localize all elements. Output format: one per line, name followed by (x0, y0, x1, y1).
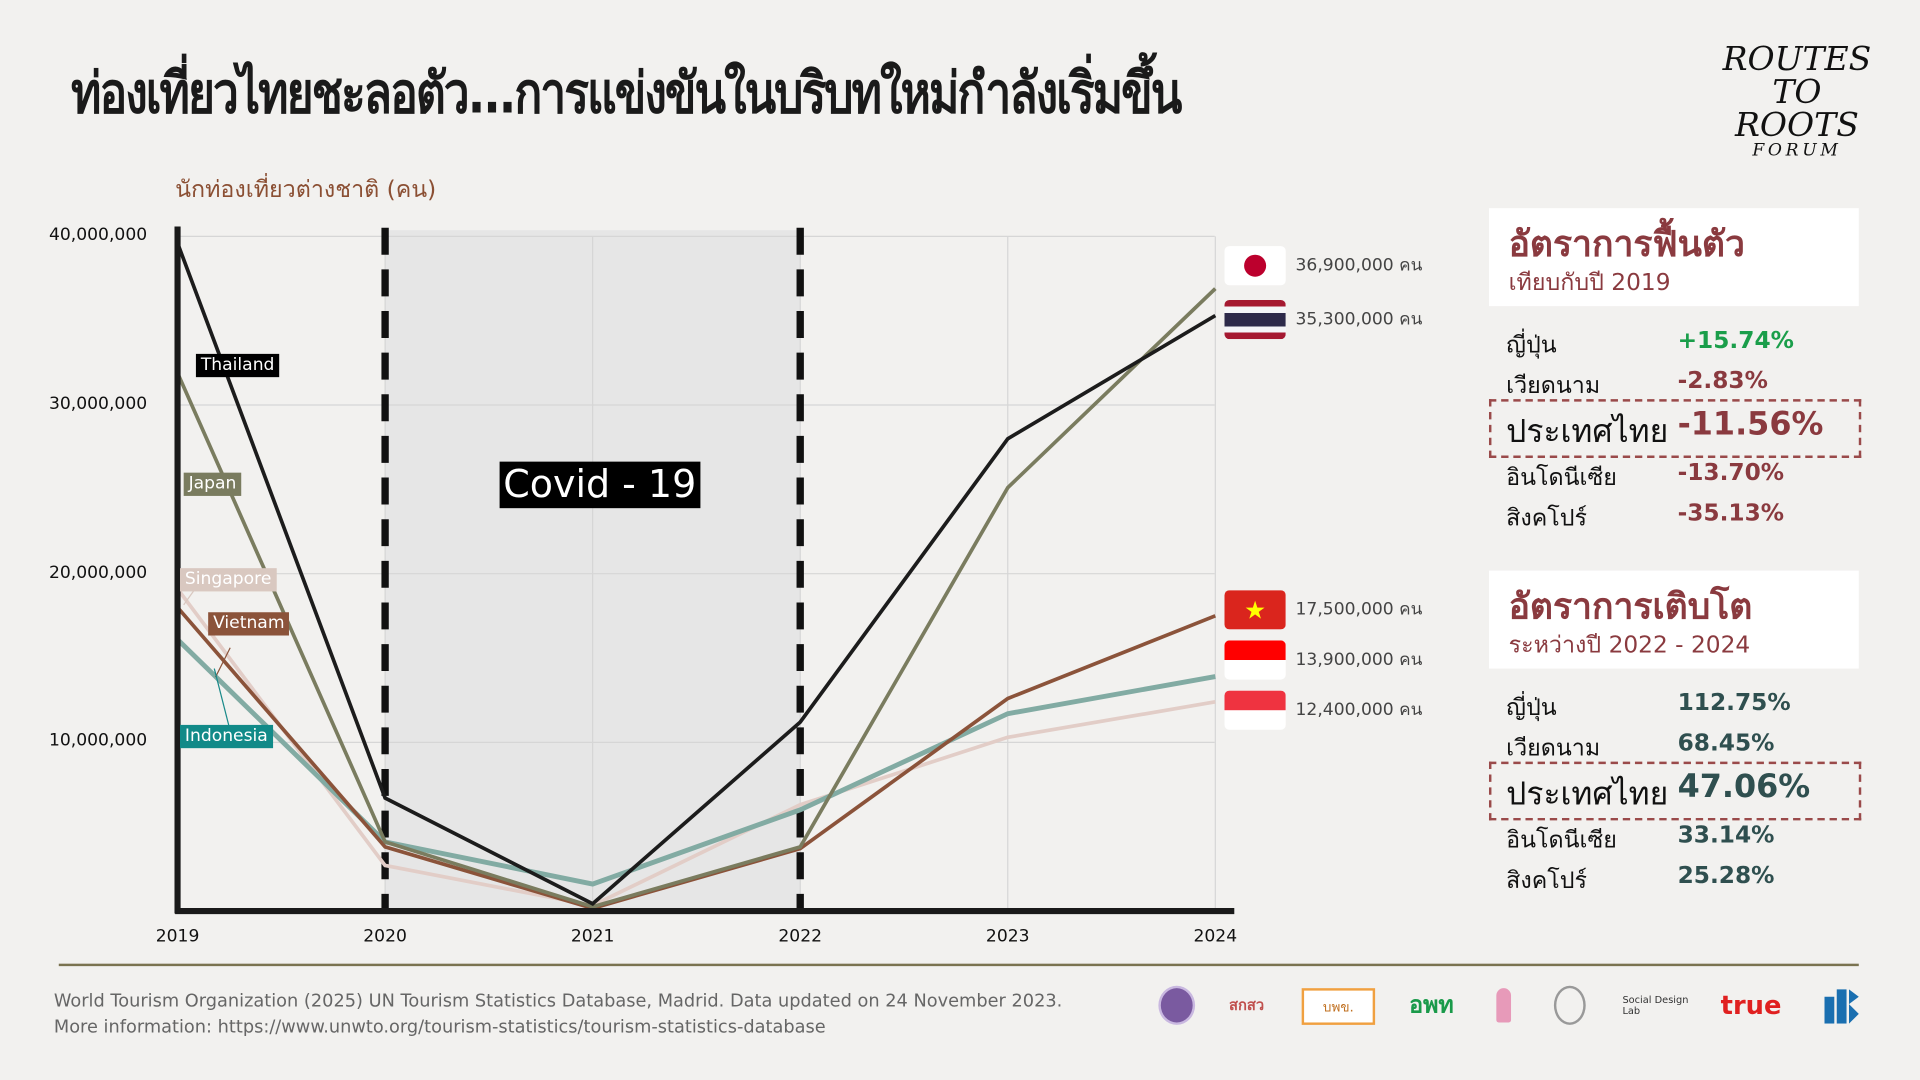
logo-line: TO ROOTS (1735, 73, 1859, 145)
flag-vietnam-icon: ★ (1224, 590, 1286, 630)
rate-value: -11.56% (1677, 406, 1824, 444)
x-tick-label: 2020 (363, 926, 407, 947)
growth-card: อัตราการเติบโต ระหว่างปี 2022 - 2024 (1488, 570, 1859, 669)
recovery-title: อัตราการฟื้นตัว (1508, 222, 1745, 265)
end-value-japan: 36,900,000 คน (1224, 245, 1423, 287)
growth-row: ญี่ปุ่น 112.75% (1506, 689, 1791, 726)
rate-value: 68.45% (1677, 729, 1775, 757)
end-value-text: 35,300,000 คน (1295, 309, 1423, 330)
end-value-indonesia: 13,900,000 คน (1224, 639, 1423, 681)
source-link: More information: https://www.unwto.org/… (53, 1017, 826, 1038)
end-value-text: 36,900,000 คน (1295, 255, 1423, 276)
series-label-vietnam: Vietnam (208, 612, 290, 636)
end-value-text: 17,500,000 คน (1295, 600, 1423, 620)
routes-to-roots-logo: ROUTES TO ROOTS FORUM (1720, 43, 1873, 159)
series-label-thailand: Thailand (195, 353, 280, 378)
y-axis-label: นักท่องเที่ยวต่างชาติ (คน) (175, 176, 437, 204)
y-tick-label: 20,000,000 (48, 562, 148, 583)
growth-row: เวียดนาม 68.45% (1506, 730, 1774, 767)
source-line: World Tourism Organization (2025) UN Tou… (53, 991, 1063, 1012)
footer-divider (58, 963, 1859, 967)
series-line-thailand (175, 242, 1217, 906)
partner-logo-tsri: สกสว (1228, 996, 1265, 1014)
flag-japan-icon (1224, 246, 1286, 286)
country-name: อินโดนีเซีย (1506, 464, 1617, 492)
partner-logo-blocks (1821, 986, 1863, 1025)
end-value-vietnam: ★ 17,500,000 คน (1224, 589, 1423, 631)
y-tick-label: 10,000,000 (48, 731, 148, 751)
recovery-card: อัตราการฟื้นตัว เทียบกับปี 2019 (1488, 208, 1859, 307)
rate-value: 112.75% (1677, 689, 1791, 717)
country-name: ประเทศไทย (1506, 413, 1669, 451)
y-tick-label: 30,000,000 (48, 393, 148, 414)
partner-logo-true: true (1720, 990, 1782, 1021)
country-name: อินโดนีเซีย (1506, 826, 1617, 854)
end-value-text: 13,900,000 คน (1295, 650, 1423, 670)
x-tick-label: 2022 (778, 926, 823, 947)
series-label-indonesia: Indonesia (180, 724, 273, 749)
highlight-box-thailand (1488, 761, 1862, 821)
rate-value: 33.14% (1677, 821, 1775, 849)
x-tick-label: 2019 (155, 926, 200, 947)
country-name: สิงคโปร์ (1506, 866, 1588, 894)
growth-row: ประเทศไทย 47.06% (1506, 769, 1810, 813)
series-label-japan: Japan (183, 472, 242, 496)
recovery-row: ประเทศไทย -11.56% (1506, 407, 1823, 451)
recovery-row: ญี่ปุ่น +15.74% (1506, 327, 1794, 364)
end-value-singapore: 12,400,000 คน (1224, 689, 1423, 731)
x-tick-label: 2023 (985, 926, 1030, 947)
recovery-row: สิงคโปร์ -35.13% (1506, 500, 1784, 537)
highlight-box-thailand (1488, 399, 1862, 458)
country-name: สิงคโปร์ (1506, 504, 1588, 532)
growth-subtitle: ระหว่างปี 2022 - 2024 (1508, 631, 1751, 659)
rate-value: -2.83% (1677, 367, 1768, 395)
x-tick-label: 2021 (570, 926, 615, 947)
recovery-row: อินโดนีเซีย -13.70% (1506, 459, 1784, 496)
rate-value: 47.06% (1677, 768, 1811, 806)
end-value-thailand: 35,300,000 คน (1224, 299, 1423, 341)
covid-label: Covid - 19 (499, 461, 700, 509)
growth-title: อัตราการเติบโต (1508, 585, 1753, 627)
partner-logo-chula (1491, 986, 1515, 1025)
rate-value: 25.28% (1677, 862, 1775, 889)
country-name: ญี่ปุ่น (1506, 694, 1557, 722)
x-tick-label: 2024 (1193, 926, 1238, 947)
page-title: ท่องเที่ยวไทยชะลอตัว...การแข่งขันในบริบท… (71, 60, 1182, 127)
end-value-text: 12,400,000 คน (1295, 700, 1423, 721)
partner-logo-dasta: อพท (1409, 991, 1454, 1019)
partner-logo-social-design-lab: Social Design Lab (1622, 994, 1689, 1017)
indonesia-leader (213, 668, 230, 727)
series-label-singapore: Singapore (180, 568, 277, 592)
country-name: ประเทศไทย (1506, 776, 1669, 814)
vietnam-leader (214, 647, 231, 678)
logo-line: FORUM (1752, 140, 1842, 161)
rate-value: -35.13% (1677, 499, 1785, 527)
rate-value: -13.70% (1677, 459, 1785, 487)
growth-row: อินโดนีเซีย 33.14% (1506, 822, 1774, 859)
y-tick-label: 40,000,000 (48, 225, 148, 245)
series-line-singapore (176, 587, 1216, 908)
recovery-row: เวียดนาม -2.83% (1506, 367, 1768, 404)
source-note: World Tourism Organization (2025) UN Tou… (54, 989, 1062, 1040)
rate-value: +15.74% (1677, 326, 1794, 354)
growth-row: สิงคโปร์ 25.28% (1506, 862, 1774, 899)
country-name: เวียดนาม (1506, 372, 1601, 400)
series-line-japan (175, 287, 1217, 909)
flag-thailand-icon (1224, 300, 1286, 340)
recovery-subtitle: เทียบกับปี 2019 (1508, 269, 1671, 297)
country-name: เวียดนาม (1506, 734, 1601, 762)
logo-line: ROUTES (1722, 40, 1872, 79)
partner-logo-pmu: บพข. (1301, 988, 1376, 1025)
country-name: ญี่ปุ่น (1506, 331, 1557, 359)
flag-singapore-icon (1224, 690, 1286, 730)
partner-logo-emblem (1553, 985, 1587, 1025)
partner-logo-seal (1157, 985, 1196, 1025)
flag-indonesia-icon (1224, 640, 1286, 680)
